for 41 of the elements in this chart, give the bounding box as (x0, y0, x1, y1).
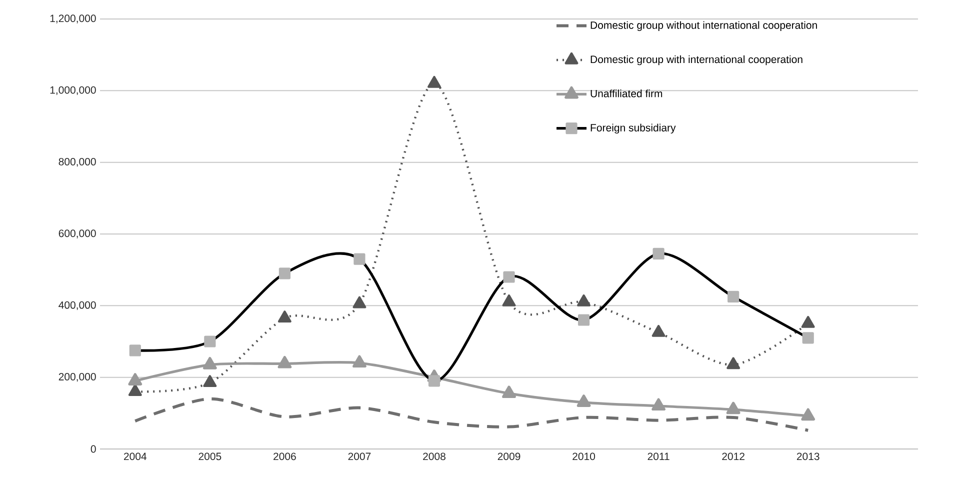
y-tick-label: 200,000 (58, 373, 96, 382)
x-tick-label: 2013 (796, 452, 820, 460)
point (577, 294, 591, 306)
point (128, 384, 142, 396)
point (652, 324, 666, 337)
point (726, 402, 740, 414)
legend-label: Foreign subsidiary (590, 124, 676, 134)
x-tick-label: 2010 (572, 452, 596, 460)
point (726, 357, 740, 370)
y-tick-label: 600,000 (58, 230, 96, 238)
point (202, 356, 217, 370)
point (502, 386, 516, 398)
x-tick-label: 2005 (198, 452, 222, 460)
y-tick-label: 800,000 (58, 158, 96, 167)
x-tick-label: 2006 (274, 452, 296, 460)
point (128, 373, 142, 386)
point (502, 294, 516, 306)
point (352, 355, 366, 368)
point (652, 398, 666, 411)
x-tick-label: 2007 (348, 452, 371, 460)
point (801, 408, 816, 421)
legend-label: Unaffiliated firm (590, 90, 662, 98)
x-tick-label: 2004 (124, 452, 147, 460)
x-tick-label: 2008 (423, 452, 446, 460)
point (801, 316, 815, 328)
legend-label: Domestic group with international cooperation (590, 55, 802, 66)
y-tick-label: 1,000,000 (50, 86, 96, 95)
y-tick-label: 400,000 (58, 301, 96, 310)
legend-label: Domestic group without international cooperation (590, 21, 817, 31)
line-series (134, 397, 810, 432)
x-tick-label: 2011 (648, 452, 670, 460)
point (576, 394, 591, 407)
y-tick-label: 1,200,000 (50, 14, 96, 24)
point (352, 296, 366, 308)
x-tick-label: 2012 (722, 452, 744, 460)
point (203, 375, 217, 388)
point (428, 76, 441, 88)
y-tick-label: 0 (90, 445, 96, 453)
x-tick-label: 2009 (498, 452, 520, 460)
point (278, 356, 292, 368)
point (278, 310, 292, 323)
